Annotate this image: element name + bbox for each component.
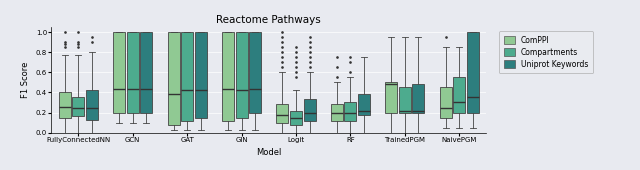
X-axis label: Model: Model (256, 148, 282, 157)
Title: Reactome Pathways: Reactome Pathways (216, 15, 321, 25)
PathPatch shape (303, 99, 316, 121)
PathPatch shape (412, 84, 424, 113)
PathPatch shape (385, 82, 397, 113)
PathPatch shape (249, 32, 261, 113)
PathPatch shape (168, 32, 180, 125)
PathPatch shape (181, 32, 193, 121)
PathPatch shape (195, 32, 207, 117)
PathPatch shape (140, 32, 152, 113)
PathPatch shape (86, 90, 98, 120)
PathPatch shape (127, 32, 139, 113)
PathPatch shape (276, 105, 289, 123)
PathPatch shape (440, 87, 452, 117)
PathPatch shape (113, 32, 125, 113)
PathPatch shape (453, 77, 465, 113)
PathPatch shape (222, 32, 234, 121)
PathPatch shape (290, 110, 302, 125)
Y-axis label: F1 Score: F1 Score (21, 62, 30, 98)
PathPatch shape (467, 32, 479, 113)
PathPatch shape (72, 97, 84, 116)
PathPatch shape (399, 87, 411, 113)
PathPatch shape (59, 92, 71, 117)
PathPatch shape (344, 103, 356, 121)
PathPatch shape (331, 105, 343, 121)
PathPatch shape (236, 32, 248, 117)
PathPatch shape (358, 95, 370, 115)
Legend: ComPPI, Compartments, Uniprot Keywords: ComPPI, Compartments, Uniprot Keywords (499, 31, 593, 73)
